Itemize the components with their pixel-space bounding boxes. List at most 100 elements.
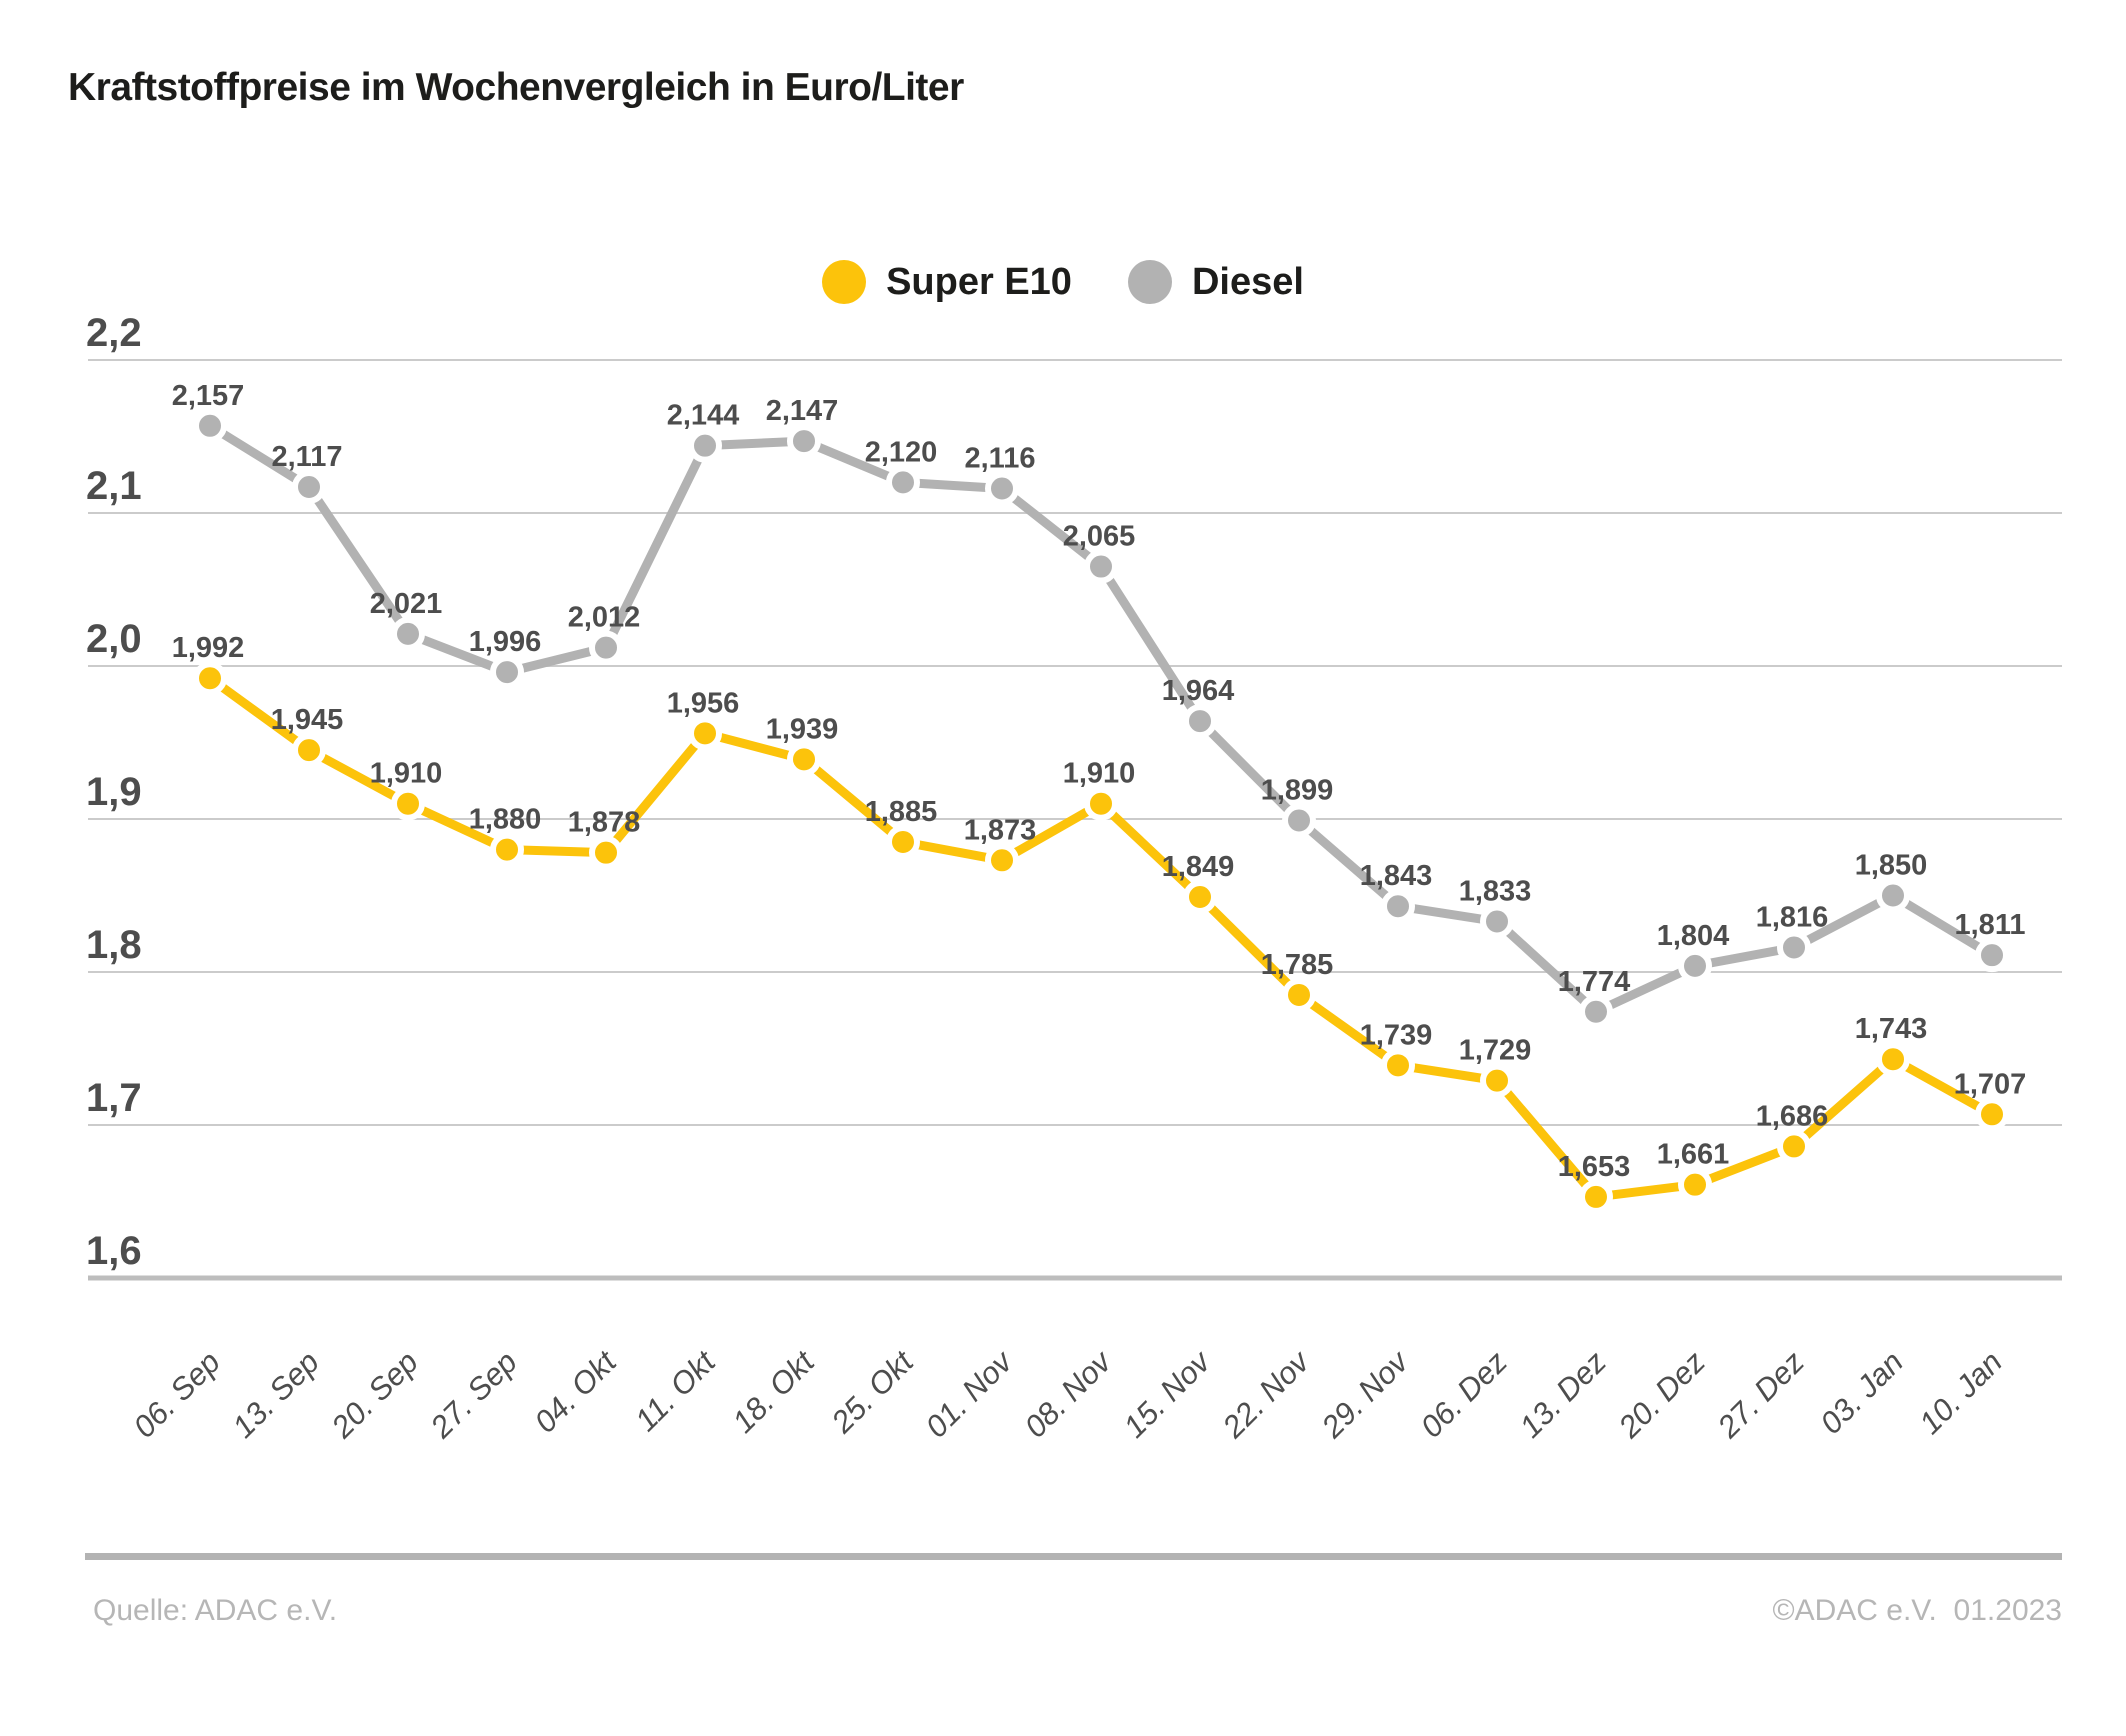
x-tick-label: 22. Nov [1215,1343,1317,1445]
diesel-point [1876,878,1910,913]
super-e10-value-label: 1,653 [1558,1151,1631,1183]
chart-title: Kraftstoffpreise im Wochenvergleich in E… [68,66,964,109]
footer-divider [85,1553,2062,1560]
super-e10-value-label: 1,785 [1261,949,1334,981]
x-tick-label: 25. Okt [824,1343,921,1440]
legend-item-diesel: Diesel [1127,260,1304,304]
y-tick-label: 1,9 [86,770,142,814]
y-tick-label: 1,8 [86,923,142,967]
super-e10-value-label: 1,873 [964,814,1037,846]
x-tick-label: 29. Nov [1314,1343,1416,1445]
super-e10-value-label: 1,945 [271,704,344,736]
super-e10-point [787,742,821,777]
super-e10-point [688,716,722,751]
x-tick-label: 18. Okt [726,1343,822,1439]
diesel-value-label: 1,850 [1855,850,1928,882]
diesel-value-label: 1,811 [1955,909,2026,941]
super-e10-point [589,835,623,870]
diesel-value-label: 1,964 [1162,675,1235,707]
super-e10-point [985,843,1019,878]
x-tick-label: 03. Jan [1813,1344,1910,1441]
series-diesel: 2,157 2,117 2,021 1,996 2,012 2,144 2,147 2,120… [172,380,2026,1029]
super-e10-value-label: 1,956 [667,687,740,719]
super-e10-value-label: 1,739 [1360,1019,1433,1051]
diesel-value-label: 2,120 [865,436,938,468]
super-e10-point [1777,1129,1811,1164]
diesel-value-label: 1,774 [1558,966,1631,998]
super-e10-point [1579,1179,1613,1214]
super-e10-value-label: 1,686 [1756,1100,1829,1132]
diesel-value-label: 1,843 [1360,860,1433,892]
super-e10-point [1876,1042,1910,1077]
legend-label-diesel: Diesel [1191,260,1304,303]
copyright-note: ©ADAC e.V. 01.2023 [1772,1594,2062,1627]
diesel-point [490,655,524,690]
super-e10-point [193,661,227,696]
diesel-value-label: 1,833 [1459,876,1532,908]
super-e10-point [292,733,326,768]
y-tick-label: 1,6 [86,1229,142,1273]
diesel-value-label: 2,021 [370,588,443,620]
diesel-point [193,408,227,443]
super-e10-value-label: 1,880 [469,804,542,836]
diesel-point [886,465,920,500]
y-tick-label: 2,0 [86,617,142,661]
super-e10-point [1678,1167,1712,1202]
x-tick-label: 04. Okt [528,1343,624,1439]
gridlines [88,359,2062,1281]
super-e10-marker-icon [822,260,867,304]
super-e10-value-label: 1,743 [1855,1013,1928,1045]
source-note: Quelle: ADAC e.V. [93,1594,338,1627]
diesel-value-label: 2,147 [766,395,839,427]
diesel-point [688,428,722,463]
diesel-point [292,469,326,504]
x-tick-label: 27. Sep [423,1344,524,1445]
legend-item-super-e10: Super E10 [822,260,1072,304]
x-tick-label: 06. Sep [127,1344,227,1444]
super-e10-value-label: 1,910 [370,758,443,790]
x-tick-label: 10. Jan [1912,1344,2009,1441]
diesel-point [391,616,425,651]
diesel-point [589,630,623,665]
diesel-value-label: 1,899 [1261,775,1334,807]
x-tick-label: 08. Nov [1018,1343,1119,1444]
super-e10-point [886,824,920,859]
super-e10-value-label: 1,992 [172,632,245,664]
super-e10-point [1282,977,1316,1012]
x-tick-label: 13. Sep [226,1344,326,1444]
super-e10-point [1975,1097,2009,1132]
x-tick-label: 27. Dez [1710,1344,1811,1445]
series-super-e10: 1,992 1,945 1,910 1,880 1,878 1,956 1,939 1,885… [172,632,2027,1214]
diesel-marker-icon [1127,260,1172,304]
x-tick-label: 01. Nov [919,1343,1020,1444]
diesel-value-label: 1,816 [1756,902,1829,934]
super-e10-point [1381,1048,1415,1083]
legend-label-super-e10: Super E10 [886,260,1072,303]
super-e10-point [1183,880,1217,915]
diesel-point [985,471,1019,506]
diesel-point [1579,994,1613,1029]
diesel-value-label: 2,157 [172,380,245,412]
super-e10-point [1480,1063,1514,1098]
x-tick-label: 13. Dez [1513,1344,1614,1445]
y-tick-label: 1,7 [86,1076,142,1120]
super-e10-value-label: 1,939 [766,713,839,745]
super-e10-value-label: 1,707 [1954,1068,2027,1100]
diesel-point [1381,889,1415,924]
y-tick-label: 2,1 [86,464,142,508]
diesel-value-label: 2,117 [272,441,343,473]
diesel-value-label: 2,116 [965,443,1036,475]
x-tick-label: 20. Sep [324,1344,425,1445]
diesel-value-label: 2,144 [667,400,740,432]
super-e10-value-label: 1,849 [1162,851,1235,883]
diesel-point [1975,938,2009,973]
chart-legend: Super E10 Diesel [0,260,2126,304]
super-e10-value-label: 1,878 [568,807,641,839]
y-tick-label: 2,2 [86,311,142,355]
x-tick-label: 06. Dez [1414,1344,1515,1445]
diesel-point [787,424,821,459]
diesel-value-label: 1,996 [469,626,542,658]
